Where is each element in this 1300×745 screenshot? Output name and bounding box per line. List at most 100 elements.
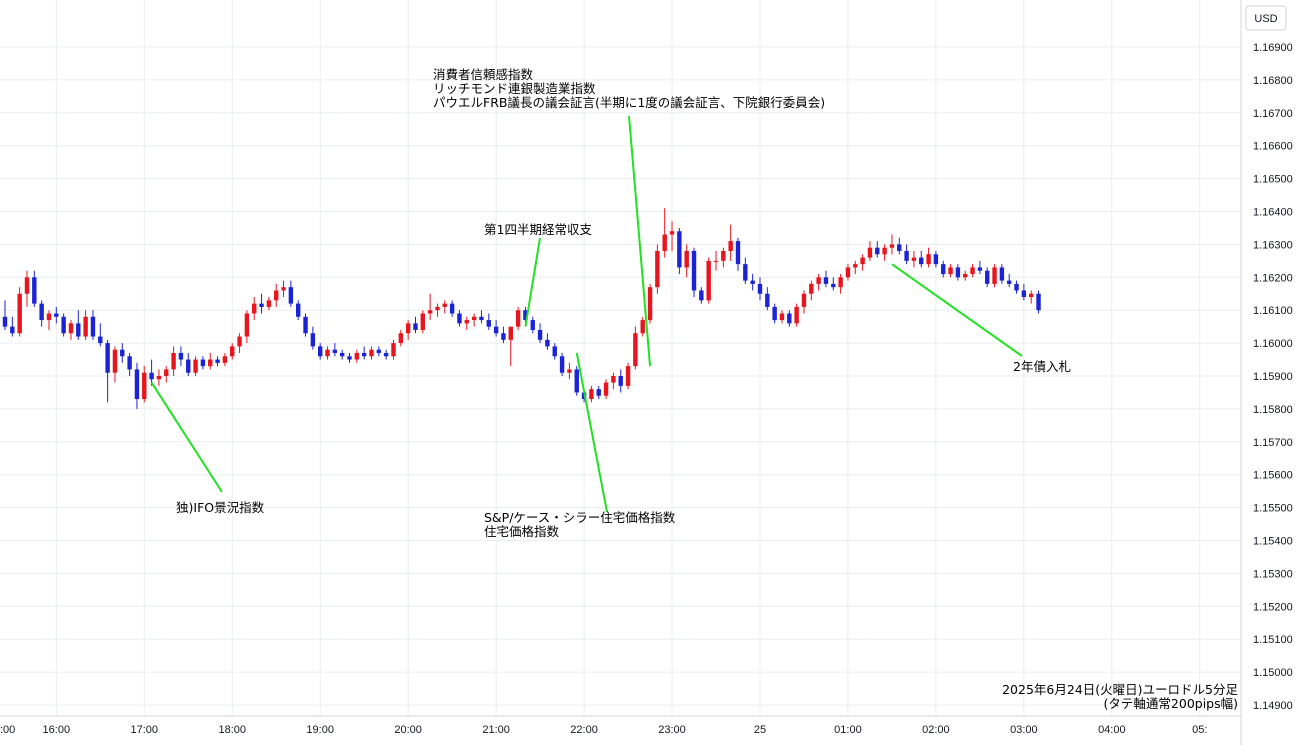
candle-down — [537, 323, 543, 344]
candle-down — [823, 270, 829, 288]
candle-up — [963, 270, 968, 281]
candle-body — [112, 349, 118, 373]
candle-up — [603, 379, 609, 400]
candle-up — [1029, 290, 1034, 304]
candle-down — [303, 313, 308, 337]
candle-body — [39, 303, 44, 321]
candle-body — [772, 306, 777, 321]
candle-down — [39, 300, 44, 327]
annotation-label: 住宅価格指数 — [484, 524, 560, 539]
candle-body — [266, 300, 272, 307]
candle-body — [669, 231, 675, 235]
candle-body — [809, 283, 814, 294]
candle-down — [757, 277, 763, 301]
candle-body — [347, 356, 352, 360]
candle-down — [1007, 274, 1012, 288]
candle-up — [867, 241, 873, 261]
time-tick-label: 25 — [754, 724, 766, 736]
candle-body — [457, 313, 462, 324]
candle-up — [471, 313, 477, 327]
candle-body — [655, 250, 660, 288]
candle-up — [266, 297, 272, 311]
candle-body — [625, 366, 631, 386]
candle-up — [911, 250, 917, 268]
candle-body — [545, 339, 550, 347]
candle-down — [735, 237, 741, 271]
time-tick-label: 19:00 — [306, 724, 334, 736]
candle-body — [164, 369, 169, 376]
candle-down — [259, 293, 264, 314]
candle-body — [215, 359, 220, 363]
candle-body — [948, 267, 953, 275]
candlestick-series — [2, 208, 1041, 409]
candle-body — [391, 343, 396, 357]
candle-down — [186, 352, 191, 376]
candle-body — [405, 323, 411, 334]
candle-body — [274, 290, 279, 301]
candle-down — [1014, 280, 1019, 294]
candle-up — [845, 264, 851, 281]
candle-down — [332, 343, 338, 357]
candle-body — [677, 231, 682, 268]
candle-up — [589, 385, 594, 403]
candle-up — [838, 274, 843, 294]
candle-body — [281, 287, 286, 291]
candle-down — [149, 359, 154, 386]
candle-up — [801, 290, 807, 314]
candle-body — [933, 254, 939, 265]
candle-down — [90, 310, 96, 340]
candle-up — [369, 346, 374, 360]
candle-body — [332, 349, 338, 353]
candle-down — [618, 369, 623, 393]
price-tick-label: 1.16800 — [1253, 75, 1293, 87]
candle-body — [765, 293, 770, 307]
candle-down — [2, 300, 8, 330]
annotation-label: 第1四半期経常収支 — [484, 222, 592, 237]
candle-up — [46, 310, 52, 330]
candle-down — [831, 277, 836, 291]
candle-down — [215, 356, 220, 367]
candle-body — [325, 349, 330, 357]
annotation-connector — [575, 352, 608, 513]
candle-body — [259, 303, 264, 307]
candle-body — [515, 310, 521, 327]
candle-up — [237, 333, 242, 353]
candle-down — [486, 313, 491, 330]
time-tick-label: 17:00 — [131, 724, 159, 736]
candle-up — [882, 244, 887, 261]
candle-up — [252, 297, 257, 321]
price-tick-label: 1.15700 — [1253, 437, 1293, 449]
candle-body — [955, 267, 961, 278]
candle-up — [853, 260, 858, 275]
candle-body — [208, 359, 213, 367]
candle-body — [376, 349, 382, 353]
candle-down — [677, 227, 682, 275]
price-tick-label: 1.15800 — [1253, 404, 1293, 416]
candle-down — [383, 349, 389, 360]
currency-badge[interactable] — [1245, 5, 1287, 31]
candle-body — [479, 316, 484, 321]
candle-body — [46, 313, 52, 321]
candle-body — [252, 303, 257, 314]
candle-body — [61, 316, 66, 334]
candle-up — [567, 362, 572, 380]
candle-up — [889, 234, 895, 255]
candle-down — [347, 352, 352, 363]
annotation-connector — [524, 237, 541, 327]
candle-body — [926, 254, 931, 265]
candle-down — [361, 346, 367, 360]
time-tick-label: 04:00 — [1098, 724, 1126, 736]
candle-down — [596, 385, 601, 400]
candle-up — [721, 247, 726, 268]
candle-body — [32, 277, 37, 304]
candle-body — [838, 277, 843, 288]
candle-up — [405, 320, 411, 340]
candle-body — [860, 257, 865, 265]
candle-body — [10, 326, 15, 334]
candle-down — [120, 343, 125, 363]
price-tick-label: 1.16300 — [1253, 239, 1293, 251]
candle-body — [317, 346, 323, 357]
candle-up — [713, 250, 719, 271]
candle-body — [1029, 293, 1034, 298]
candle-body — [186, 359, 191, 373]
